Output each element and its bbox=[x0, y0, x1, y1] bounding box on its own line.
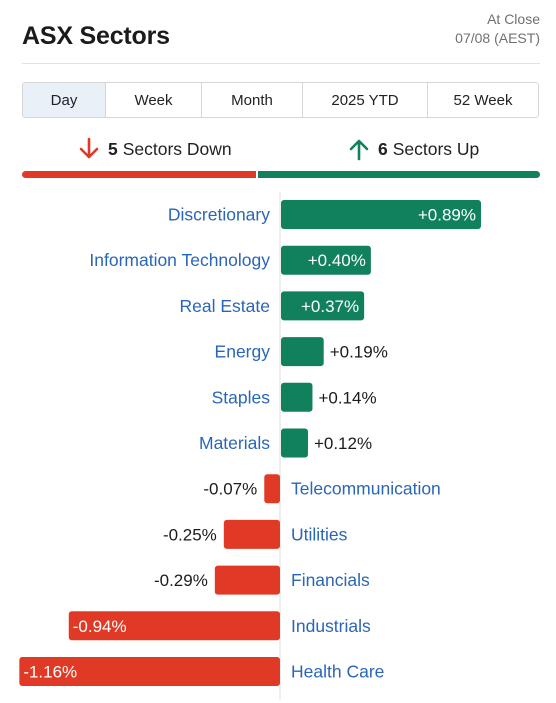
tab-day[interactable]: Day bbox=[23, 83, 106, 117]
bar-industrials bbox=[68, 611, 281, 641]
bar-energy bbox=[281, 337, 324, 367]
value-label: +0.12% bbox=[314, 434, 372, 453]
bar-staples bbox=[281, 382, 313, 412]
bar-real-estate bbox=[281, 291, 365, 321]
as-of-date: 07/08 (AEST) bbox=[455, 30, 540, 46]
sector-performance-chart: +0.89% Discretionary +0.40% Information Tec… bbox=[19, 192, 481, 700]
tab-month[interactable]: Month bbox=[202, 83, 303, 117]
bar-utilities bbox=[223, 519, 280, 549]
tab-ytd[interactable]: 2025 YTD bbox=[303, 83, 428, 117]
category-label[interactable]: Health Care bbox=[291, 662, 384, 682]
tab-week[interactable]: Week bbox=[106, 83, 202, 117]
as-of-label: At Close bbox=[487, 11, 540, 27]
period-tabs: Day Week Month 2025 YTD 52 Week bbox=[22, 82, 539, 118]
category-label[interactable]: Discretionary bbox=[168, 205, 270, 225]
header-divider bbox=[22, 63, 540, 64]
sectors-up-label: Sectors Up bbox=[392, 138, 480, 159]
sectors-down-summary: 5 Sectors Down bbox=[78, 136, 232, 162]
header: ASX Sectors At Close 07/08 (AEST) bbox=[22, 8, 540, 58]
tab-52-week[interactable]: 52 Week bbox=[453, 91, 513, 109]
value-label: +0.89% bbox=[418, 206, 476, 225]
sectors-down-ratio-bar bbox=[22, 171, 256, 178]
category-label[interactable]: Materials bbox=[199, 433, 270, 453]
as-of-timestamp: At Close 07/08 (AEST) bbox=[455, 10, 540, 48]
value-label: +0.19% bbox=[330, 343, 388, 362]
value-label: +0.14% bbox=[318, 388, 376, 407]
value-label: -1.16% bbox=[23, 663, 77, 682]
value-label: +0.40% bbox=[308, 251, 366, 270]
bar-materials bbox=[281, 428, 308, 458]
bar-information-technology bbox=[281, 245, 371, 275]
value-label: -0.25% bbox=[163, 525, 217, 544]
category-label[interactable]: Industrials bbox=[291, 616, 371, 636]
category-label[interactable]: Information Technology bbox=[89, 250, 270, 270]
bar-telecommunication bbox=[264, 474, 280, 504]
value-label: +0.37% bbox=[301, 297, 359, 316]
sectors-down-count: 5 bbox=[108, 138, 118, 159]
arrow-up-icon bbox=[349, 139, 369, 161]
bar-health-care bbox=[19, 657, 281, 686]
page-title: ASX Sectors bbox=[22, 22, 170, 50]
category-label[interactable]: Real Estate bbox=[180, 296, 270, 316]
bar-discretionary bbox=[281, 200, 481, 229]
category-label[interactable]: Staples bbox=[212, 387, 271, 407]
arrow-down-icon bbox=[79, 137, 99, 159]
sectors-up-summary: 6 Sectors Up bbox=[348, 136, 479, 162]
sectors-down-label: Sectors Down bbox=[122, 138, 232, 159]
category-label[interactable]: Telecommunication bbox=[291, 479, 441, 499]
category-label[interactable]: Utilities bbox=[291, 524, 348, 544]
value-label: -0.29% bbox=[154, 571, 208, 590]
bar-financials bbox=[214, 565, 280, 595]
sectors-up-count: 6 bbox=[378, 138, 388, 159]
value-label: -0.94% bbox=[73, 617, 127, 636]
category-label[interactable]: Financials bbox=[291, 570, 370, 590]
value-label: -0.07% bbox=[203, 480, 257, 499]
category-label[interactable]: Energy bbox=[215, 342, 271, 362]
sectors-up-ratio-bar bbox=[258, 171, 540, 178]
